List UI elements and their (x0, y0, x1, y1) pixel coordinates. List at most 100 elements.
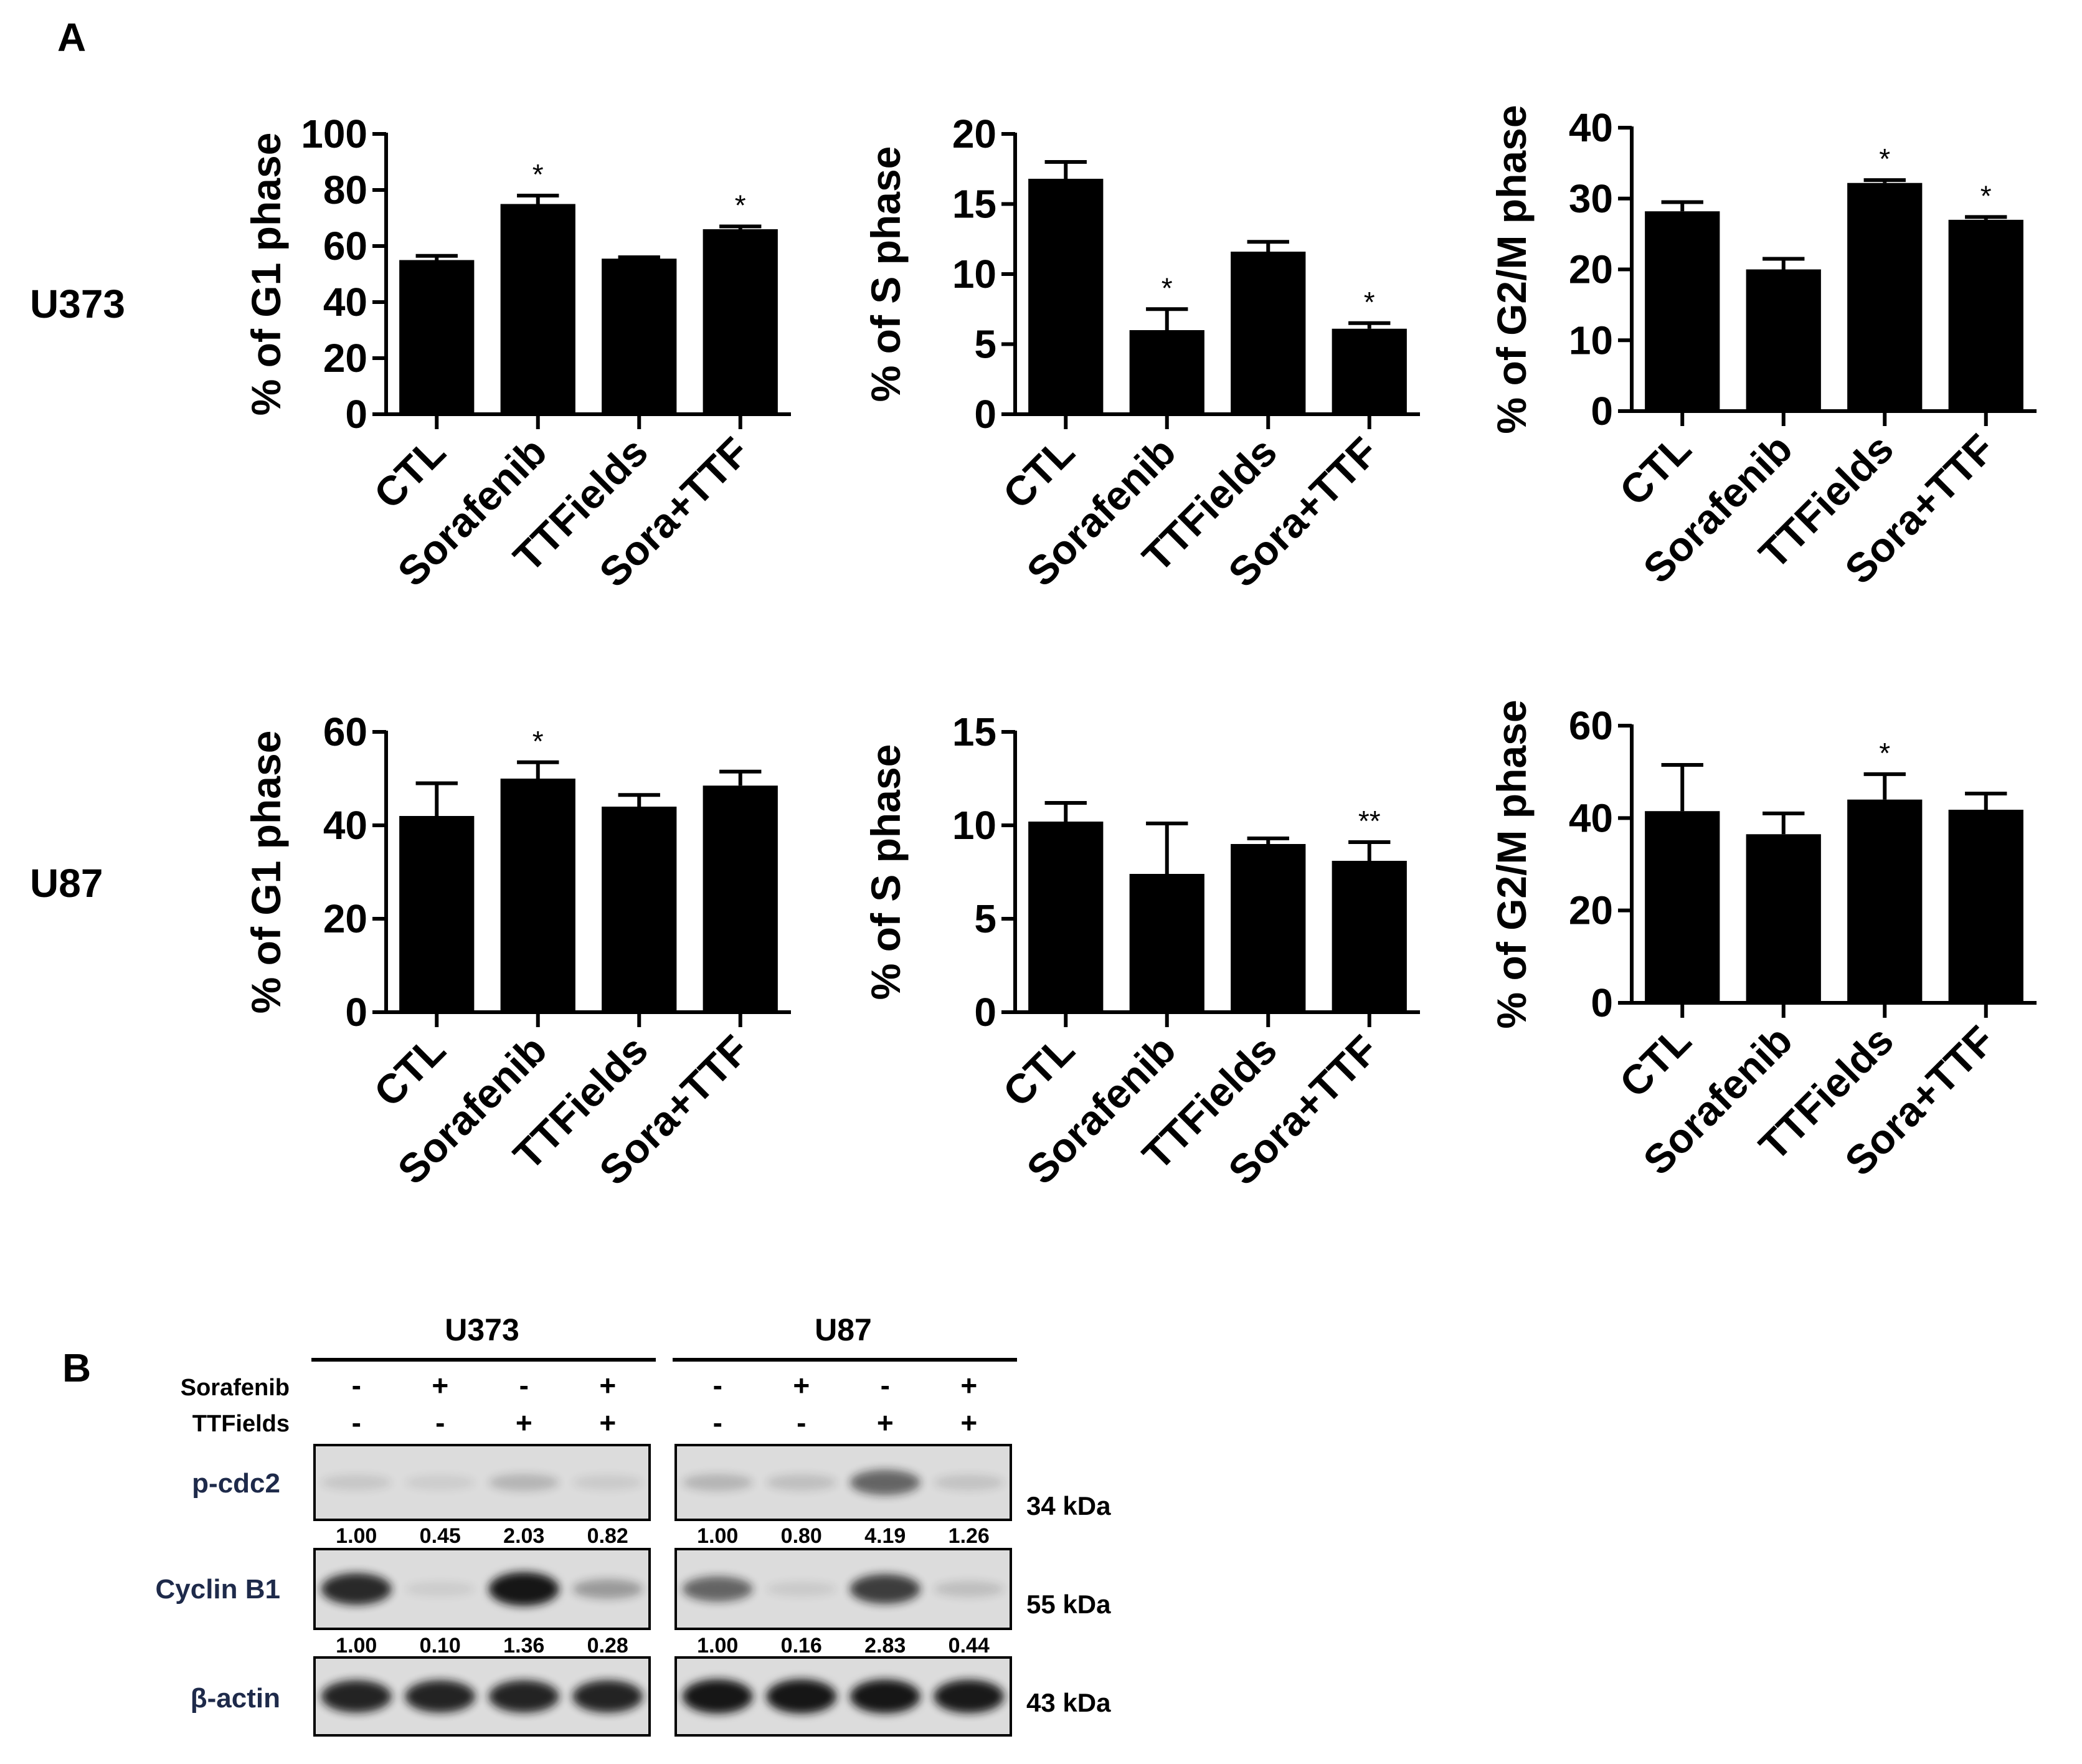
y-tick-label: 40 (323, 280, 367, 325)
treatment-sign: - (797, 1406, 806, 1439)
significance-marker: * (532, 725, 544, 757)
bar (1129, 330, 1204, 414)
x-category-label: CTL (365, 429, 454, 518)
western-blot: U373--+--+++U87--+--+++SorafenibTTFields… (155, 1312, 1111, 1737)
x-category-label: CTL (365, 1027, 454, 1116)
y-axis-label: % of G1 phase (243, 133, 289, 416)
bar (1129, 874, 1204, 1012)
significance-marker: * (1980, 179, 1992, 212)
bar (1332, 328, 1407, 414)
bar (399, 260, 475, 414)
treatment-sign: + (793, 1369, 810, 1401)
treatment-label-ttfields: TTFields (192, 1411, 290, 1437)
significance-marker: * (1879, 737, 1890, 769)
band-quantification: 1.00 (697, 1524, 738, 1548)
x-category-label: CTL (994, 1027, 1083, 1116)
protein-band (488, 1680, 559, 1713)
panel-label-b: B (62, 1345, 91, 1390)
bar (1028, 822, 1104, 1012)
panel-label-a: A (57, 15, 86, 60)
y-tick-label: 20 (952, 111, 996, 156)
treatment-sign: - (352, 1369, 361, 1401)
y-axis-label: % of S phase (863, 744, 909, 1000)
band-quantification: 1.36 (503, 1634, 544, 1657)
blot-group-label: U87 (815, 1312, 872, 1347)
bar (1948, 219, 2023, 411)
bar (1028, 179, 1104, 414)
y-tick-label: 0 (1591, 389, 1613, 434)
protein-band (682, 1679, 753, 1714)
protein-band (321, 1680, 392, 1713)
molecular-weight: 55 kDa (1026, 1590, 1111, 1619)
y-axis-label: % of G1 phase (243, 731, 289, 1014)
band-quantification: 1.00 (336, 1524, 377, 1548)
treatment-sign: + (960, 1406, 977, 1439)
y-tick-label: 100 (301, 111, 367, 156)
band-quantification: 0.45 (420, 1524, 461, 1548)
treatment-sign: + (432, 1369, 448, 1401)
y-tick-label: 0 (345, 392, 367, 437)
band-quantification: 0.28 (587, 1634, 628, 1657)
blot-row-label: β-actin (191, 1683, 280, 1714)
bar (703, 229, 778, 414)
molecular-weight: 43 kDa (1026, 1688, 1111, 1717)
blot-group-label: U373 (445, 1312, 519, 1347)
band-quantification: 0.82 (587, 1524, 628, 1548)
y-tick-label: 0 (974, 990, 996, 1035)
bar (1746, 834, 1821, 1003)
protein-band (321, 1474, 392, 1491)
significance-marker: * (1879, 143, 1890, 175)
protein-band (849, 1679, 920, 1714)
x-category-label: CTL (1611, 1017, 1700, 1106)
protein-band (766, 1581, 837, 1596)
y-tick-label: 60 (1569, 703, 1613, 748)
y-tick-label: 10 (952, 252, 996, 296)
treatment-sign: - (352, 1406, 361, 1439)
y-tick-label: 40 (1569, 795, 1613, 840)
bar (500, 204, 575, 414)
molecular-weight: 34 kDa (1026, 1491, 1111, 1520)
bar (602, 807, 677, 1012)
treatment-sign: - (519, 1369, 529, 1401)
protein-band (849, 1574, 920, 1604)
protein-band (934, 1679, 1005, 1714)
y-tick-label: 20 (323, 336, 367, 381)
protein-band (572, 1680, 643, 1713)
bar (602, 258, 677, 414)
bar (1948, 809, 2023, 1003)
y-tick-label: 0 (974, 392, 996, 437)
treatment-sign: - (713, 1406, 722, 1439)
treatment-sign: + (877, 1406, 894, 1439)
treatment-sign: + (516, 1406, 532, 1439)
y-tick-label: 5 (974, 896, 996, 941)
y-tick-label: 10 (952, 803, 996, 848)
bar (399, 816, 475, 1012)
band-quantification: 2.83 (864, 1634, 906, 1657)
band-quantification: 0.10 (420, 1634, 461, 1657)
y-tick-label: 40 (323, 803, 367, 848)
band-quantification: 0.16 (781, 1634, 822, 1657)
bar (1231, 252, 1306, 414)
y-tick-label: 20 (323, 896, 367, 941)
band-quantification: 4.19 (864, 1524, 906, 1548)
y-axis-label: % of G2/M phase (1488, 699, 1535, 1028)
band-quantification: 1.00 (336, 1634, 377, 1657)
y-tick-label: 5 (974, 322, 996, 367)
bar (500, 779, 575, 1012)
protein-band (488, 1572, 559, 1606)
protein-band (934, 1474, 1005, 1491)
row-label-u373: U373 (30, 282, 125, 326)
y-axis-label: % of S phase (863, 146, 909, 402)
significance-marker: * (735, 189, 746, 222)
y-tick-label: 15 (952, 182, 996, 227)
x-category-label: CTL (994, 429, 1083, 518)
protein-band (849, 1469, 920, 1496)
bar (1645, 211, 1720, 411)
y-tick-label: 30 (1569, 176, 1613, 221)
treatment-label-sorafenib: Sorafenib (181, 1375, 290, 1401)
